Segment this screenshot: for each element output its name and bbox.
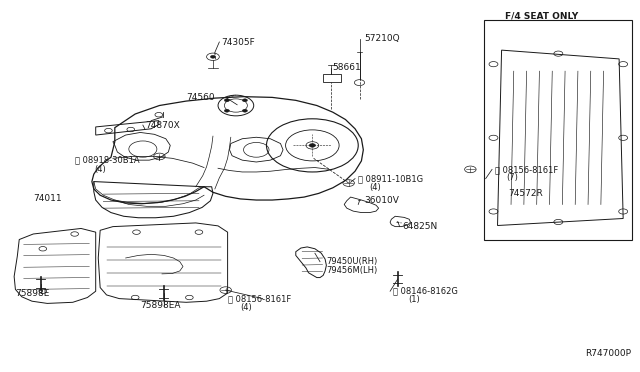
Bar (323, 74, 341, 82)
Text: 79450U(RH): 79450U(RH) (326, 257, 378, 266)
Circle shape (211, 55, 216, 58)
Text: (1): (1) (408, 295, 420, 304)
Text: 74870X: 74870X (145, 121, 179, 129)
Text: 75898E: 75898E (15, 289, 50, 298)
Text: (4): (4) (94, 165, 106, 174)
Text: 64825N: 64825N (403, 222, 438, 231)
Text: Ⓝ 08911-10B1G: Ⓝ 08911-10B1G (358, 174, 423, 183)
Circle shape (309, 144, 316, 147)
Text: 74572R: 74572R (508, 189, 543, 198)
Circle shape (225, 109, 229, 112)
Text: 58661: 58661 (333, 63, 362, 72)
Circle shape (243, 99, 248, 102)
Text: 74011: 74011 (33, 195, 62, 203)
Text: Ⓝ 08918-30B1A: Ⓝ 08918-30B1A (75, 155, 140, 165)
Text: R747000P: R747000P (585, 349, 631, 358)
Text: 36010V: 36010V (365, 196, 399, 205)
Circle shape (243, 109, 248, 112)
Text: 79456M(LH): 79456M(LH) (326, 266, 378, 275)
Text: 57210Q: 57210Q (365, 34, 400, 43)
Text: (7): (7) (507, 173, 518, 182)
Text: (4): (4) (241, 302, 252, 312)
Text: 74305F: 74305F (221, 38, 255, 46)
Text: 75898EA: 75898EA (140, 301, 181, 311)
Text: Ⓑ 08146-8162G: Ⓑ 08146-8162G (394, 287, 458, 296)
Text: Ⓑ 08156-8161F: Ⓑ 08156-8161F (228, 294, 291, 303)
Text: (4): (4) (369, 183, 381, 192)
Bar (484, 20, 632, 240)
Text: Ⓑ 08156-8161F: Ⓑ 08156-8161F (495, 165, 559, 174)
Text: 74560: 74560 (186, 93, 215, 102)
Circle shape (225, 99, 229, 102)
Text: F/4 SEAT ONLY: F/4 SEAT ONLY (505, 12, 578, 21)
